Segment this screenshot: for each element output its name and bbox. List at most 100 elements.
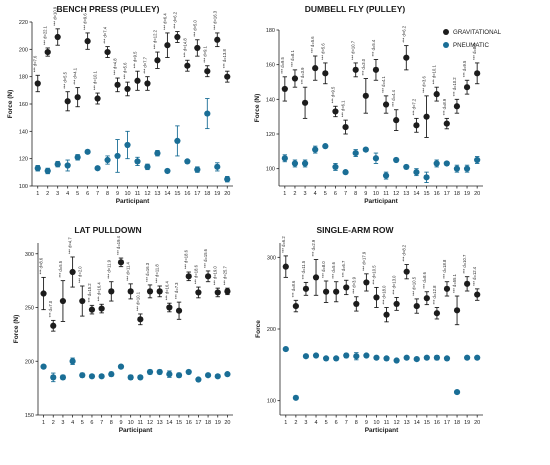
data-point <box>98 373 105 380</box>
x-tick-label: 11 <box>135 191 141 197</box>
effect-size-label: *** d=10.7 <box>351 40 356 60</box>
data-point <box>433 91 440 98</box>
data-point <box>474 156 481 164</box>
x-tick-label: 15 <box>174 191 180 197</box>
effect-size-label: *** d=16.3 <box>212 10 217 30</box>
data-point <box>108 288 115 295</box>
data-point <box>333 355 340 362</box>
y-tick-label: 200 <box>19 47 28 53</box>
x-tick-label: 13 <box>404 420 410 426</box>
data-point <box>292 394 299 401</box>
effect-size-label: *** d=22.1 <box>43 25 48 45</box>
effect-size-label: *** d=4.4 <box>391 89 396 106</box>
effect-size-label: *** d=9.5 <box>280 56 285 73</box>
x-tick-label: 17 <box>194 191 200 197</box>
data-point <box>423 174 430 181</box>
x-tick-label: 2 <box>52 420 55 426</box>
x-tick-label: 5 <box>76 191 79 197</box>
x-tick-label: 9 <box>116 191 119 197</box>
y-tick-label: 120 <box>266 132 275 138</box>
x-tick-label: 4 <box>71 420 74 426</box>
effect-size-label: *** d=5.6 <box>310 36 315 53</box>
data-point <box>175 307 183 314</box>
effect-size-label: *** d=16.4 <box>97 282 102 302</box>
effect-size-label: *** d=6.7 <box>341 260 346 277</box>
data-point <box>301 99 309 106</box>
data-point <box>194 166 201 173</box>
x-tick-label: 11 <box>384 420 390 426</box>
legend-label-pneumatic: PNEUMATIC <box>453 42 490 49</box>
x-tick-label: 19 <box>214 191 220 197</box>
y-axis-label: Force <box>255 320 262 338</box>
x-tick-label: 18 <box>204 191 210 197</box>
x-tick-label: 16 <box>434 420 440 426</box>
data-point <box>156 368 163 376</box>
effect-size-label: *** d=19.0 <box>213 266 218 286</box>
x-tick-label: 7 <box>96 191 99 197</box>
data-point <box>34 165 41 172</box>
data-point <box>166 371 173 378</box>
data-point <box>373 354 380 361</box>
data-point <box>194 44 201 52</box>
data-point <box>127 374 134 381</box>
x-tick-label: 20 <box>474 191 480 197</box>
effect-size-label: *** d=10.7 <box>462 254 467 274</box>
data-point <box>114 152 121 160</box>
x-tick-label: 14 <box>164 191 170 197</box>
effect-size-label: *** d=9.5 <box>132 51 137 68</box>
effect-size-label: *** d=6.1 <box>341 100 346 117</box>
data-point <box>474 354 481 361</box>
data-point <box>332 108 339 115</box>
effect-size-label: *** d=10.2 <box>452 77 457 97</box>
data-point <box>204 68 211 75</box>
data-point <box>433 160 440 167</box>
data-point <box>88 373 96 380</box>
x-tick-label: 8 <box>355 420 358 426</box>
data-point <box>214 373 221 380</box>
data-point <box>164 42 171 49</box>
data-point <box>302 285 310 292</box>
data-point <box>464 280 471 287</box>
data-point <box>291 160 299 167</box>
effect-size-label: *** d=4.8 <box>113 58 118 75</box>
x-tick-label: 11 <box>383 191 389 197</box>
x-tick-label: 7 <box>344 191 347 197</box>
data-point <box>137 374 144 381</box>
effect-size-label: *** d=2.0 <box>77 266 82 283</box>
data-point <box>204 372 212 379</box>
data-point <box>393 300 400 308</box>
x-tick-label: 3 <box>304 191 307 197</box>
data-point <box>342 123 349 131</box>
x-tick-label: 1 <box>284 420 287 426</box>
data-point <box>352 149 359 157</box>
effect-size-label: *** d=11.5 <box>301 260 306 279</box>
data-point <box>224 176 231 183</box>
data-point <box>292 302 299 310</box>
x-tick-label: 10 <box>373 191 379 197</box>
x-tick-label: 19 <box>464 191 470 197</box>
x-tick-label: 5 <box>324 191 327 197</box>
y-tick-label: 180 <box>266 28 275 34</box>
data-point <box>124 141 131 149</box>
x-tick-label: 8 <box>110 420 113 426</box>
y-tick-label: 140 <box>266 97 275 103</box>
x-tick-label: 2 <box>293 191 296 197</box>
data-point <box>443 285 451 292</box>
x-tick-label: 12 <box>147 420 153 426</box>
effect-size-label: *** d=4.7 <box>68 237 73 254</box>
effect-size-label: *** d=8.6 <box>422 271 427 288</box>
data-point <box>413 169 420 176</box>
x-tick-label: 20 <box>224 420 230 426</box>
chart-title: LAT PULLDOWN <box>74 225 141 235</box>
effect-size-label: *** d=10.1 <box>93 70 98 90</box>
y-tick-label: 100 <box>267 399 276 405</box>
effect-size-label: *** d=8.0 <box>472 43 477 60</box>
data-point <box>40 290 47 297</box>
data-point <box>332 163 339 171</box>
effect-size-label: *** d=10.1 <box>432 65 437 85</box>
x-tick-label: 15 <box>423 191 429 197</box>
series-gravitational: *** d=7.6 *** d=22.1 *** d=10.9 *** d=5.5 **… <box>33 6 231 112</box>
data-point <box>382 172 390 179</box>
effect-size-label: *** d=7.4 <box>103 26 108 43</box>
